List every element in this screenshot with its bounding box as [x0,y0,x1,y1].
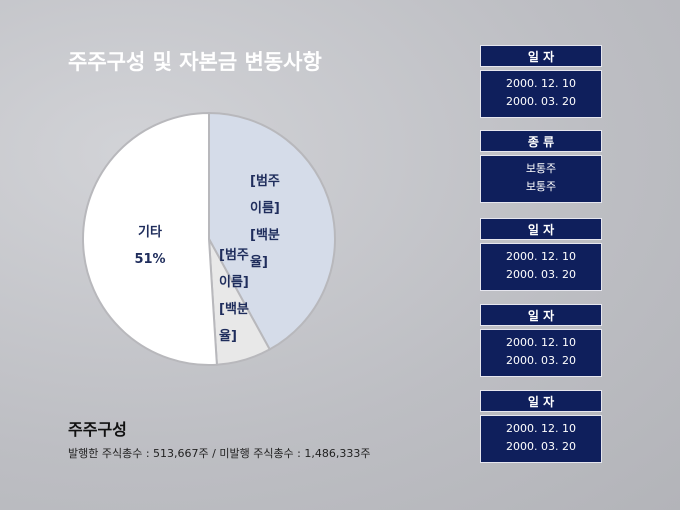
panel-header: 종 류 [480,130,602,152]
panel-body: 보통주 보통주 [480,155,602,203]
panel-line: 2000. 12. 10 [506,77,576,90]
panel-header: 일 자 [480,45,602,67]
slice-value: [백분율] [219,302,249,344]
panel-line: 2000. 12. 10 [506,336,576,349]
slice-label: 기타 51% [125,219,175,273]
panel-line: 2000. 03. 20 [506,268,576,281]
slice-category: 기타 [138,225,162,240]
slice-value: [백분율] [250,228,280,270]
pie-slice [208,111,336,351]
panel-line: 2000. 03. 20 [506,95,576,108]
slice-label: [범주 이름] [백분율] [250,168,294,276]
panel-line: 2000. 03. 20 [506,354,576,367]
section-heading: 주주구성 [68,420,127,439]
slice-category: [범주 이름] [250,174,280,216]
panel-body: 2000. 12. 10 2000. 03. 20 [480,329,602,377]
title: 주주구성 및 자본금 변동사항 [68,50,322,74]
slice-label: [범주 이름] [백분율] [219,242,263,350]
panel-header: 일 자 [480,218,602,240]
panel-line: 2000. 12. 10 [506,422,576,435]
panel-line: 2000. 12. 10 [506,250,576,263]
panel-body: 2000. 12. 10 2000. 03. 20 [480,70,602,118]
panel-header: 일 자 [480,304,602,326]
note: 발행한 주식총수 : 513,667주 / 미발행 주식총수 : 1,486,3… [68,447,371,460]
slice-value: 51% [134,252,166,267]
panel-body: 2000. 12. 10 2000. 03. 20 [480,415,602,463]
panel-line: 2000. 03. 20 [506,440,576,453]
panel-line: 보통주 [525,180,557,193]
panel-line: 보통주 [525,162,557,175]
panel-body: 2000. 12. 10 2000. 03. 20 [480,243,602,291]
panel-header: 일 자 [480,390,602,412]
slice-category: [범주 이름] [219,248,249,290]
pie-slice [82,111,218,366]
